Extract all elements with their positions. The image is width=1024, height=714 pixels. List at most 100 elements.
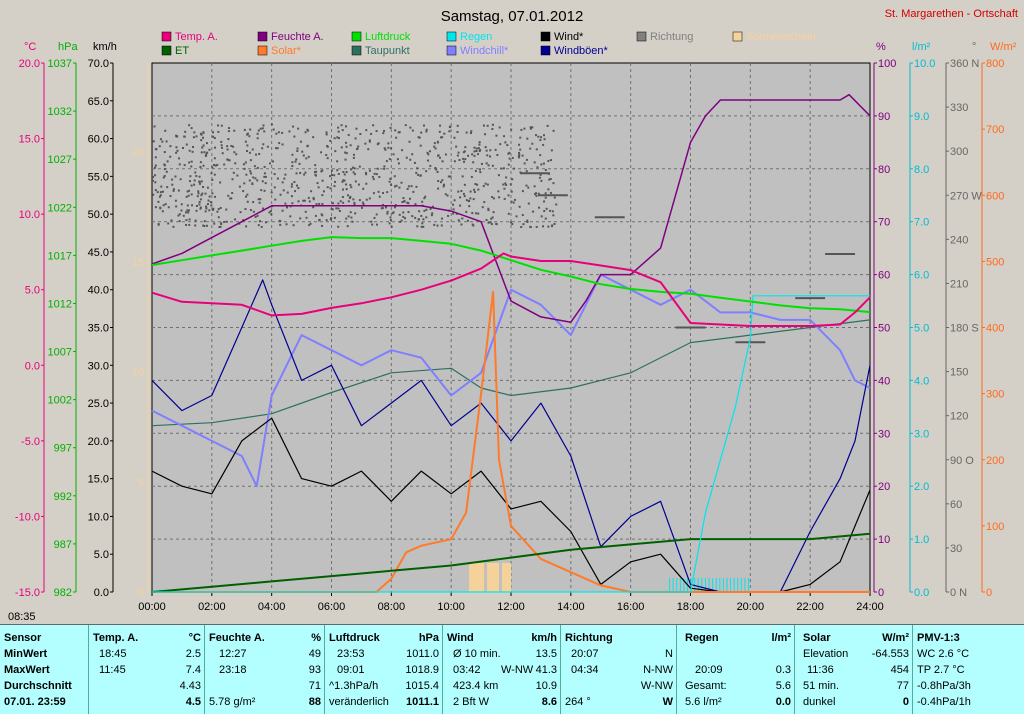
direction-dot bbox=[484, 182, 487, 185]
direction-dot bbox=[405, 156, 408, 159]
direction-dot bbox=[507, 152, 510, 155]
direction-dot bbox=[303, 173, 306, 176]
direction-dot bbox=[258, 201, 261, 204]
direction-dot bbox=[202, 131, 205, 134]
direction-dot bbox=[423, 197, 426, 200]
direction-dot bbox=[159, 194, 162, 197]
direction-dot bbox=[298, 162, 301, 165]
direction-dot bbox=[352, 156, 355, 159]
direction-dot bbox=[531, 126, 534, 129]
direction-dot bbox=[166, 186, 169, 189]
axis-tick-label-hpa: 992 bbox=[54, 491, 72, 503]
direction-dot bbox=[221, 146, 224, 149]
direction-dot bbox=[277, 131, 280, 134]
axis-unit-kmh: km/h bbox=[93, 41, 117, 53]
stats-solar-duration: 51 min. bbox=[803, 680, 840, 692]
direction-dot bbox=[233, 151, 236, 154]
direction-dot bbox=[496, 153, 499, 156]
axis-tick-label-lm2: 7.0 bbox=[914, 217, 929, 229]
axis-unit-lm2: l/m² bbox=[912, 41, 931, 53]
stats-richtung-column: Richtung 20:07 N 04:34 N-NW W-NW 264 ° W bbox=[560, 625, 677, 714]
direction-dot bbox=[275, 147, 278, 150]
stats-solar-current-value: 0 bbox=[902, 696, 909, 708]
direction-dot bbox=[321, 224, 324, 227]
direction-dot bbox=[190, 160, 193, 163]
legend-swatch-regen bbox=[446, 31, 457, 42]
series-line-temp-a bbox=[151, 252, 871, 327]
direction-dot bbox=[193, 183, 196, 186]
direction-dot bbox=[205, 153, 208, 156]
stats-temp-max-time: 11:45 bbox=[99, 664, 126, 676]
direction-dot bbox=[291, 202, 294, 205]
stats-wind-distance: 423.4 km bbox=[453, 680, 499, 692]
direction-dot bbox=[184, 211, 187, 214]
direction-dot bbox=[542, 225, 545, 228]
direction-dot bbox=[384, 206, 387, 209]
direction-dot bbox=[436, 141, 439, 144]
direction-dot bbox=[220, 222, 223, 225]
direction-dot bbox=[199, 165, 202, 168]
direction-dot bbox=[437, 187, 440, 190]
direction-dot bbox=[491, 127, 494, 130]
direction-dot bbox=[419, 174, 422, 177]
direction-dot bbox=[476, 153, 479, 156]
direction-dot bbox=[279, 223, 282, 226]
direction-dot bbox=[489, 221, 492, 224]
direction-dot bbox=[161, 140, 164, 143]
direction-dot bbox=[469, 132, 472, 135]
stats-feuchte-current-value: 88 bbox=[308, 696, 321, 708]
direction-dot bbox=[178, 213, 181, 216]
direction-dot bbox=[544, 192, 547, 195]
axis-tick-label-wm2: 700 bbox=[986, 124, 1004, 136]
direction-dot bbox=[453, 160, 456, 163]
direction-dot bbox=[479, 171, 482, 174]
direction-dot bbox=[205, 205, 208, 208]
direction-dot bbox=[163, 151, 166, 154]
direction-dot bbox=[175, 205, 178, 208]
direction-dot bbox=[420, 131, 423, 134]
axis-tick-label-pct: 70 bbox=[878, 217, 890, 229]
stats-wind-avg-value: 10.9 bbox=[535, 680, 557, 692]
direction-dot bbox=[229, 197, 232, 200]
direction-dot bbox=[211, 178, 214, 181]
direction-dot bbox=[457, 190, 460, 193]
direction-dot bbox=[468, 205, 471, 208]
direction-dot bbox=[331, 174, 334, 177]
direction-dot bbox=[486, 124, 489, 127]
axis-tick-label-deg: 60 bbox=[950, 499, 962, 511]
direction-dot bbox=[398, 131, 401, 134]
direction-dot bbox=[178, 220, 181, 223]
direction-dot bbox=[243, 167, 246, 170]
direction-dot bbox=[164, 129, 167, 132]
direction-dot bbox=[282, 189, 285, 192]
direction-dot bbox=[537, 135, 540, 138]
direction-dot bbox=[352, 198, 355, 201]
direction-dot bbox=[334, 150, 337, 153]
direction-dot bbox=[216, 163, 219, 166]
series-line-solar bbox=[152, 290, 870, 593]
direction-dot bbox=[353, 203, 356, 206]
direction-dot bbox=[365, 182, 368, 185]
direction-dot bbox=[202, 185, 205, 188]
direction-dot bbox=[533, 185, 536, 188]
direction-dot bbox=[503, 187, 506, 190]
axis-tick-label-deg: 120 bbox=[950, 411, 968, 423]
direction-dot bbox=[307, 196, 310, 199]
direction-dot bbox=[440, 217, 443, 220]
direction-dot bbox=[542, 143, 545, 146]
direction-dot bbox=[543, 200, 546, 203]
x-tick-label: 18:00 bbox=[677, 601, 705, 610]
legend-label-feuchte: Feuchte A. bbox=[271, 31, 324, 43]
direction-dot bbox=[248, 179, 251, 182]
direction-dot bbox=[555, 203, 558, 206]
direction-dot bbox=[441, 160, 444, 163]
direction-dot bbox=[444, 153, 447, 156]
direction-dot bbox=[256, 214, 259, 217]
direction-dot bbox=[349, 183, 352, 186]
direction-dot bbox=[360, 206, 363, 209]
direction-dot bbox=[273, 186, 276, 189]
direction-dot bbox=[194, 219, 197, 222]
direction-dot bbox=[152, 175, 155, 178]
direction-dot bbox=[154, 166, 157, 169]
direction-dot bbox=[345, 152, 348, 155]
